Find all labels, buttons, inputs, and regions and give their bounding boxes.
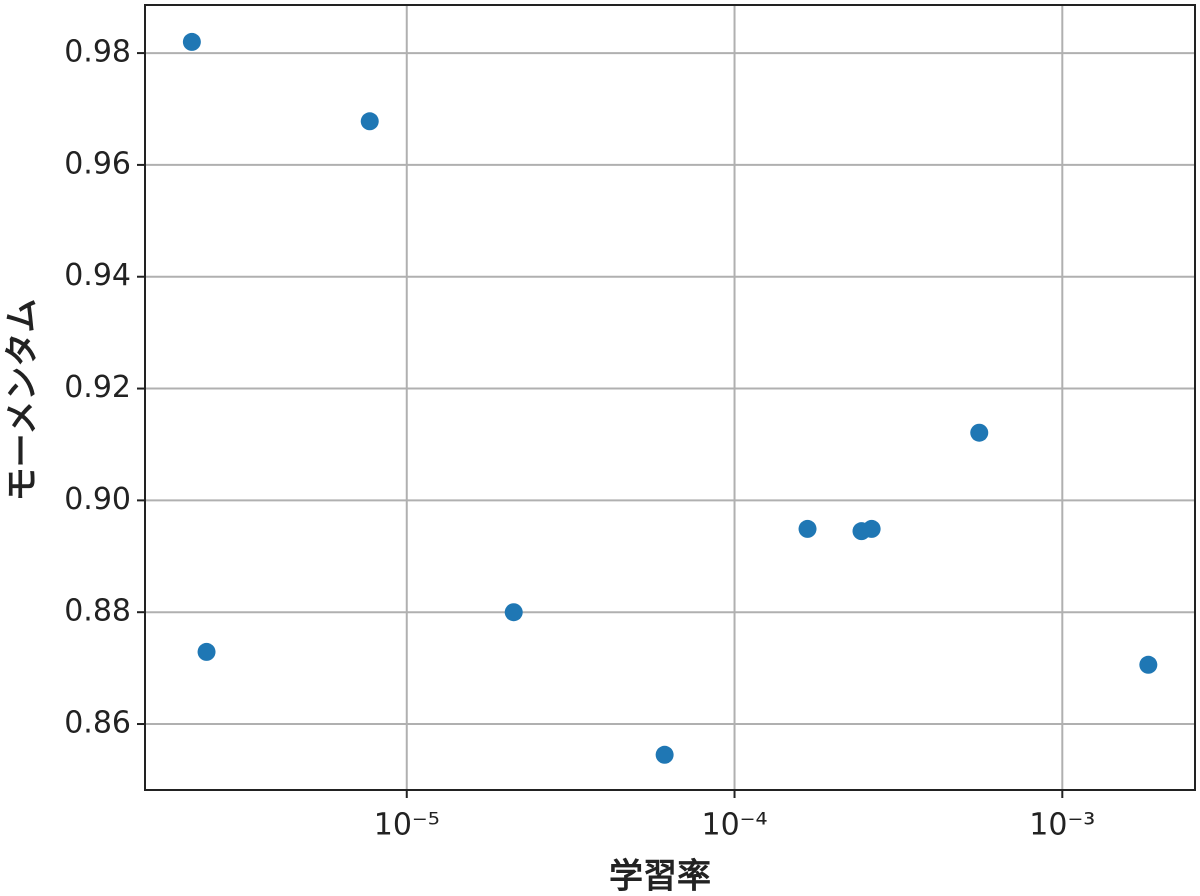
scatter-point — [360, 112, 379, 131]
scatter-point — [182, 32, 201, 51]
scatter-point — [504, 603, 523, 622]
scatter-point — [655, 745, 674, 764]
y-tick-label: 0.96 — [64, 146, 131, 181]
y-tick-label: 0.98 — [64, 35, 131, 70]
y-tick-label: 0.88 — [64, 594, 131, 629]
x-tick-label: 10⁻⁵ — [374, 808, 440, 843]
scatter-point — [798, 519, 817, 538]
x-tick-label: 10⁻³ — [1029, 808, 1095, 843]
x-axis-label: 学習率 — [609, 857, 711, 896]
scatter-point — [862, 519, 881, 538]
y-tick-label: 0.92 — [64, 370, 131, 405]
scatter-point — [1139, 655, 1158, 674]
y-tick-label: 0.90 — [64, 482, 131, 517]
y-axis-label: モーメンタム — [3, 299, 43, 502]
y-tick-label: 0.86 — [64, 706, 131, 741]
plot-frame — [144, 4, 1196, 791]
scatter-point — [970, 423, 989, 442]
scatter-point — [197, 642, 216, 661]
y-tick-label: 0.94 — [64, 258, 131, 293]
x-tick-label: 10⁻⁴ — [702, 808, 768, 843]
